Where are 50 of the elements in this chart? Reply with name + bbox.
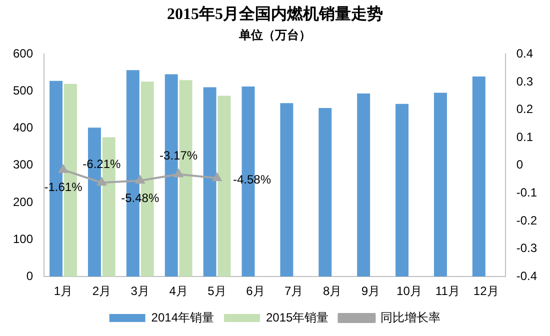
bar xyxy=(357,93,370,277)
y2-tick-label: -0.2 xyxy=(516,213,538,228)
y-tick-label: 300 xyxy=(12,158,34,172)
x-tick-label: 9月 xyxy=(361,284,380,298)
legend-label: 同比增长率 xyxy=(380,310,441,324)
y-tick-label: 0 xyxy=(26,268,34,283)
data-label: -1.61% xyxy=(44,180,83,194)
bar xyxy=(203,87,216,277)
x-tick-label: 11月 xyxy=(435,284,460,298)
x-tick-label: 8月 xyxy=(322,284,342,298)
x-tick-label: 5月 xyxy=(208,284,226,298)
point xyxy=(212,173,222,182)
data-label: -5.48% xyxy=(121,190,160,205)
chart-subtitle: 单位（万台） xyxy=(238,27,312,44)
y-tick-label: 200 xyxy=(12,194,34,209)
y-tick-label: 400 xyxy=(12,120,34,135)
bar xyxy=(396,104,408,277)
y-tick-label: 600 xyxy=(12,46,34,61)
y2-tick-label: 0.4 xyxy=(516,46,534,61)
point xyxy=(136,176,145,184)
x-tick-label: 12月 xyxy=(473,284,499,298)
y2-tick-label: 0.1 xyxy=(516,130,534,144)
x-tick-label: 7月 xyxy=(284,284,304,298)
bar xyxy=(472,76,486,277)
x-tick-label: 6月 xyxy=(246,284,265,298)
y-tick-label: 100 xyxy=(12,232,34,246)
bar xyxy=(434,92,447,277)
legend-label: 2015年销量 xyxy=(266,310,329,324)
bar xyxy=(218,96,231,277)
x-tick-label: 2月 xyxy=(92,284,112,298)
y2-tick-label: 0.2 xyxy=(516,102,534,116)
y2-tick-label: -0.4 xyxy=(516,268,538,283)
data-label: -6.21% xyxy=(82,156,122,171)
point xyxy=(97,178,106,186)
bar xyxy=(318,108,332,277)
y2-tick-label: -0.1 xyxy=(516,186,538,200)
y2-tick-label: -0.3 xyxy=(516,241,538,256)
y2-tick-label: 0 xyxy=(516,158,524,172)
bar xyxy=(280,103,294,277)
x-tick-label: 1月 xyxy=(54,284,73,298)
x-tick-label: 4月 xyxy=(169,284,188,298)
chart-title: 2015年5月全国内燃机销量走势 xyxy=(166,4,384,25)
x-tick-label: 3月 xyxy=(130,284,150,298)
y2-tick-label: 0.3 xyxy=(516,74,534,88)
point xyxy=(58,164,68,173)
x-tick-label: 10月 xyxy=(396,284,422,298)
data-label: -3.17% xyxy=(160,148,198,163)
legend-label: 2014年销量 xyxy=(151,310,214,324)
y-tick-label: 500 xyxy=(12,84,34,98)
point xyxy=(174,169,184,178)
